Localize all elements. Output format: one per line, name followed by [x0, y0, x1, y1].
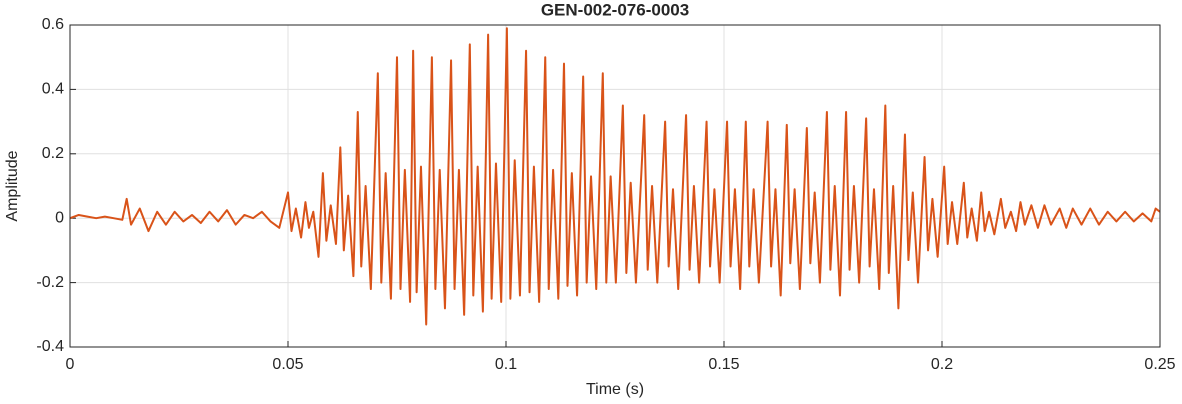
y-tick-label: -0.2 — [36, 274, 64, 291]
y-tick-label: 0.2 — [42, 145, 64, 162]
plot-frame — [69, 24, 1161, 348]
waveform-line — [69, 27, 1161, 326]
plot-area — [70, 25, 1160, 347]
y-tick-label: 0 — [55, 209, 64, 226]
x-tick-label: 0.15 — [708, 356, 739, 373]
y-tick-label: 0.6 — [42, 16, 64, 33]
y-tick-label: -0.4 — [36, 338, 64, 355]
x-tick-label: 0.25 — [1144, 356, 1175, 373]
x-tick-label: 0.2 — [931, 356, 953, 373]
x-tick-label: 0 — [66, 356, 75, 373]
x-tick-label: 0.05 — [272, 356, 303, 373]
y-tick-label: 0.4 — [42, 81, 64, 98]
x-tick-label: 0.1 — [495, 356, 517, 373]
chart-title: GEN-002-076-0003 — [541, 0, 689, 19]
x-axis-label: Time (s) — [586, 381, 644, 398]
y-axis-label: Amplitude — [4, 150, 21, 221]
